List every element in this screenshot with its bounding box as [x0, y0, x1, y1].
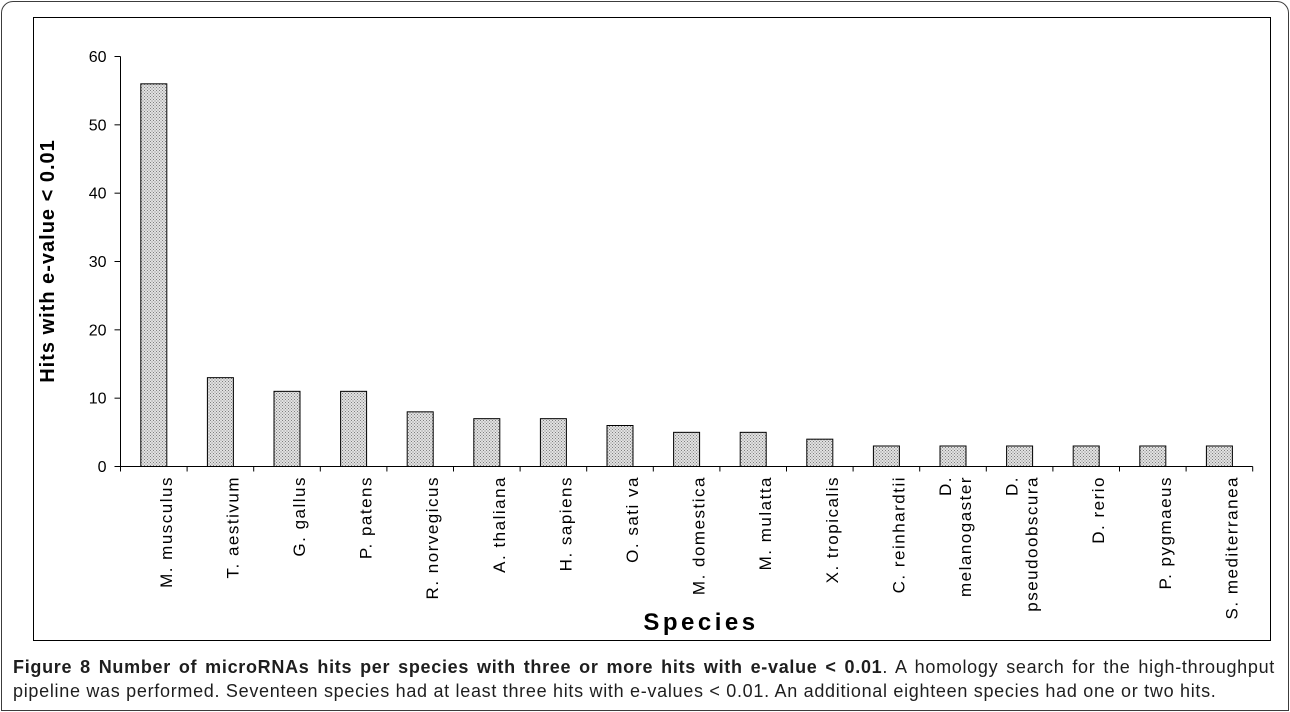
caption-title: Figure 8 Number of microRNAs hits per sp… [13, 657, 883, 677]
y-tick-label: 50 [89, 117, 107, 134]
x-tick-label: M. domestica [690, 476, 709, 595]
x-tick-label: A. thaliana [490, 476, 509, 573]
x-tick-label: P. pygmaeus [1156, 476, 1175, 590]
x-tick-label: T. aestivum [223, 476, 242, 578]
x-tick-label: P. patens [357, 476, 376, 559]
bar [273, 390, 301, 468]
bar [939, 445, 967, 467]
bar [1139, 445, 1167, 467]
bar [1205, 445, 1233, 467]
y-tick-label: 30 [89, 254, 107, 271]
bar [340, 390, 368, 468]
x-tick-label: O. sati va [623, 476, 642, 563]
bar-chart: 0 10 20 30 40 50 60 M. musculus T. aestivum G. g… [33, 17, 1271, 641]
x-axis: M. musculus T. aestivum G. gallus P. patens… [120, 466, 1254, 619]
x-tick-label: D. pseudoobscura [1003, 476, 1042, 618]
bar [872, 445, 900, 467]
x-tick-label: D. rerio [1089, 476, 1108, 544]
bar [539, 418, 567, 467]
bar [473, 418, 501, 467]
x-axis-title: Species [643, 609, 758, 636]
bar [606, 425, 634, 467]
bar [806, 438, 834, 467]
x-tick-label: C. reinhardtii [889, 476, 908, 593]
chart-frame [33, 17, 1271, 641]
bar [140, 83, 168, 467]
bar [673, 431, 701, 468]
x-tick-label: S. mediterranea [1222, 476, 1241, 619]
x-tick-label: M. mulatta [756, 476, 775, 570]
bar [1072, 445, 1100, 467]
x-tick-label: G. gallus [290, 476, 309, 557]
bar [739, 431, 767, 468]
figure-caption: Figure 8 Number of microRNAs hits per sp… [13, 655, 1275, 703]
caption-text: . A homology search for the high-through… [13, 657, 1276, 701]
y-tick-label: 0 [98, 459, 107, 476]
bar [206, 377, 234, 467]
bar [1006, 445, 1034, 467]
y-tick-label: 10 [89, 391, 107, 408]
y-tick-label: 40 [89, 186, 107, 203]
y-tick-label: 20 [89, 322, 107, 339]
bar [406, 411, 434, 468]
x-tick-label: R. norvegicus [423, 476, 442, 599]
x-tick-label: D. melanogaster [936, 476, 975, 603]
y-axis-title: Hits with e-value < 0.01 [37, 139, 59, 383]
x-tick-label: H. sapiens [556, 476, 575, 571]
y-axis: 0 10 20 30 40 50 60 [89, 49, 121, 476]
x-tick-label: X. tropicalis [823, 476, 842, 583]
x-tick-label: M. musculus [157, 476, 176, 588]
y-tick-label: 60 [89, 49, 107, 66]
